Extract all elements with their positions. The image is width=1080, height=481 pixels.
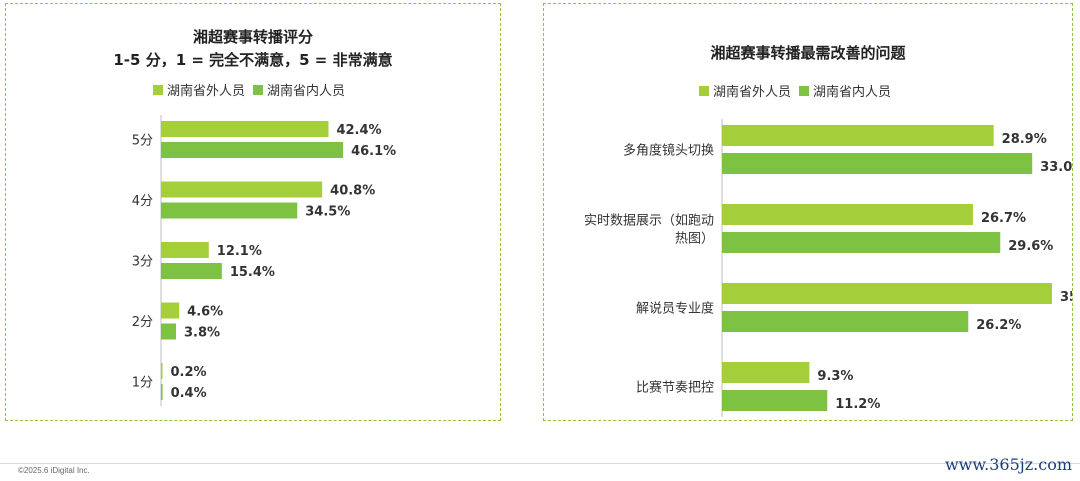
legend-item-outside: 湖南省外人员	[153, 80, 245, 99]
copyright-text: ©2025.6 iDigital Inc.	[18, 466, 90, 475]
bar-outside	[161, 181, 323, 198]
data-label: 11.2%	[835, 397, 880, 412]
footer-divider	[0, 463, 1080, 464]
legend-swatch-inside	[253, 84, 264, 95]
bar-outside	[161, 121, 329, 137]
bar-outside	[161, 363, 163, 379]
data-label: 46.1%	[351, 144, 396, 159]
bar-outside	[722, 362, 810, 383]
category-label: 多角度镜头切换	[623, 143, 714, 159]
legend-swatch-inside	[799, 85, 810, 96]
category-label: 4分	[132, 194, 153, 209]
legend-label-inside: 湖南省内人员	[267, 84, 346, 99]
data-label: 29.6%	[1008, 239, 1053, 254]
bar-outside	[722, 204, 973, 225]
bar-outside	[161, 242, 209, 258]
bar-inside	[161, 384, 163, 400]
bar-inside	[722, 232, 1001, 253]
bar-inside	[161, 142, 344, 158]
category-label: 解说员专业度	[636, 301, 714, 317]
data-label: 34.5%	[305, 205, 350, 220]
data-label: 42.4%	[336, 123, 381, 138]
data-label: 4.6%	[187, 305, 223, 320]
category-label: 5分	[132, 134, 153, 149]
data-label: 28.9%	[1002, 132, 1047, 147]
improvement-chart-title: 湘超赛事转播最需改善的问题	[710, 44, 906, 62]
data-label: 0.2%	[171, 365, 207, 380]
rating-chart-panel: 湘超赛事转播评分 1-5 分，1 = 完全不满意，5 = 非常满意 湖南省外人员…	[5, 3, 501, 421]
bar-inside	[161, 202, 298, 219]
category-label: 实时数据展示（如跑动	[584, 213, 714, 229]
data-label: 15.4%	[230, 265, 275, 280]
category-label: 热图）	[675, 232, 714, 247]
rating-chart-title: 湘超赛事转播评分	[192, 28, 313, 46]
category-label: 3分	[132, 255, 153, 270]
legend-item-inside: 湖南省内人员	[799, 81, 891, 100]
category-label: 比赛节奏把控	[636, 380, 714, 396]
data-label: 40.8%	[330, 184, 375, 199]
bar-outside	[722, 283, 1052, 304]
improvement-chart-panel: 湘超赛事转播最需改善的问题 湖南省外人员 湖南省内人员 多角度镜头切换 28.9%…	[543, 3, 1073, 421]
data-label: 0.4%	[171, 386, 207, 401]
bar-inside	[722, 153, 1033, 174]
legend-label-outside: 湖南省外人员	[167, 84, 246, 99]
improvement-chart-legend: 湖南省外人员 湖南省内人员	[699, 81, 899, 100]
bar-inside	[161, 323, 177, 340]
bar-inside	[161, 263, 222, 279]
data-label: 12.1%	[217, 244, 262, 259]
legend-item-inside: 湖南省内人员	[253, 80, 345, 99]
bar-inside	[722, 311, 969, 332]
rating-bar-chart: 5分 42.4% 46.1% 4分 40.8% 34.5% 3分 12.1% 15.4% 2分 4.…	[132, 115, 396, 406]
legend-swatch-outside	[153, 84, 163, 95]
watermark-text: www.365jz.com	[944, 455, 1072, 474]
legend-label-outside: 湖南省外人员	[713, 85, 792, 100]
legend-label-inside: 湖南省内人员	[813, 85, 892, 100]
bar-inside	[722, 390, 828, 411]
bar-outside	[161, 302, 180, 319]
category-label: 2分	[132, 315, 153, 330]
data-label: 26.2%	[976, 318, 1021, 333]
legend-swatch-outside	[699, 85, 709, 96]
data-label: 35.1%	[1060, 290, 1072, 305]
data-label: 33.0%	[1040, 160, 1072, 175]
rating-chart-legend: 湖南省外人员 湖南省内人员	[153, 80, 353, 99]
data-label: 26.7%	[981, 211, 1026, 226]
data-label: 9.3%	[817, 369, 853, 384]
rating-chart-subtitle: 1-5 分，1 = 完全不满意，5 = 非常满意	[113, 51, 393, 69]
data-label: 3.8%	[184, 326, 220, 341]
category-label: 1分	[132, 376, 153, 391]
bar-outside	[722, 125, 994, 146]
legend-item-outside: 湖南省外人员	[699, 81, 791, 100]
